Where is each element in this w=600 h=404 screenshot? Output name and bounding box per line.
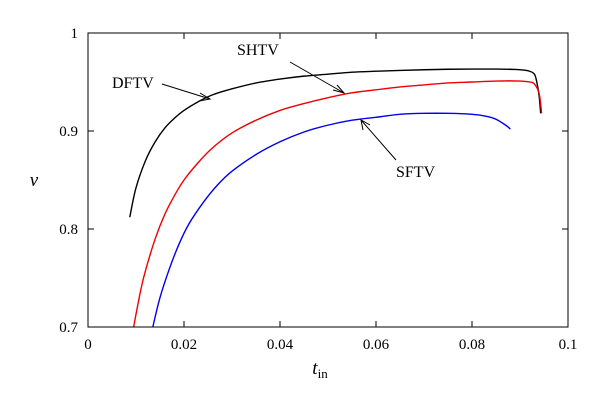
series-line-sftv (152, 112, 511, 327)
x-tick-label: 0 (84, 337, 92, 353)
series-line-dftv (129, 68, 542, 218)
annotation-sftv-arrowhead (360, 119, 371, 131)
plot-layer (129, 68, 543, 327)
x-tick-label: 0.1 (559, 337, 578, 353)
x-tick-label: 0.02 (171, 337, 197, 353)
annotation-dftv: DFTV (112, 75, 154, 92)
series-line-shtv (132, 80, 543, 327)
y-axis-label: ν (30, 170, 39, 191)
annotation-shtv-arrow (289, 61, 345, 94)
annotation-dftv-arrowhead (198, 92, 212, 102)
annotation-sftv: SFTV (396, 164, 436, 181)
annotation-dftv-arrow (161, 83, 211, 100)
x-axis-label-main: t (312, 358, 318, 379)
x-tick-label: 0.08 (459, 337, 485, 353)
y-tick-label: 0.9 (59, 124, 78, 140)
ticks-layer: 0 0.02 0.04 0.06 0.08 0.1 0.7 0.8 0.9 1 (59, 26, 577, 353)
annotations-layer: DFTV SHTV SFTV (112, 42, 436, 181)
y-tick-label: 1 (71, 26, 79, 42)
annotation-shtv-arrowhead (332, 84, 346, 94)
annotation-shtv: SHTV (237, 42, 279, 59)
x-axis-label: tin (312, 358, 328, 381)
annotation-sftv-arrow (360, 119, 397, 161)
x-tick-label: 0.06 (363, 337, 390, 353)
x-axis-label-sub: in (318, 366, 329, 381)
plot-frame (87, 32, 569, 328)
y-tick-label: 0.7 (59, 320, 78, 336)
y-tick-label: 0.8 (59, 222, 78, 238)
x-tick-label: 0.04 (267, 337, 294, 353)
